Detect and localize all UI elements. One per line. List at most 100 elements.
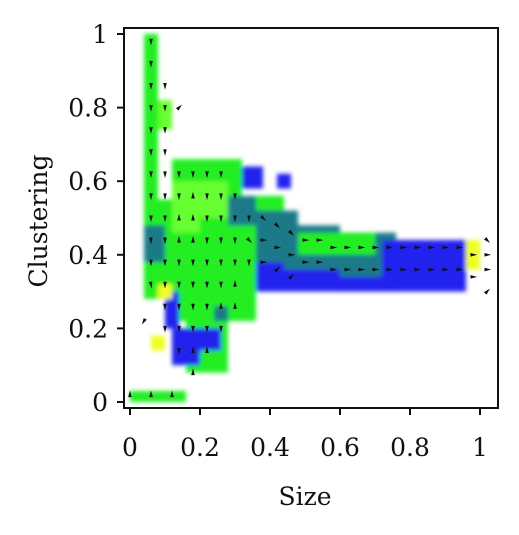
quiver-arrow xyxy=(344,245,352,250)
quiver-arrow xyxy=(191,171,195,179)
heat-cell-green xyxy=(144,34,158,200)
quiver-arrow xyxy=(163,149,167,156)
quiver-arrow xyxy=(191,368,195,376)
quiver-arrow xyxy=(233,259,237,267)
quiver-arrow xyxy=(288,253,296,257)
quiver-arrow xyxy=(163,83,167,90)
quiver-arrow xyxy=(191,281,195,289)
quiver-arrow xyxy=(219,281,223,289)
quiver-arrow xyxy=(191,259,195,267)
x-tick-label: 0.4 xyxy=(250,433,290,462)
quiver-arrow xyxy=(205,215,209,223)
x-axis-title: Size xyxy=(278,482,331,511)
quiver-arrow xyxy=(205,325,209,333)
quiver-arrow xyxy=(205,171,209,179)
quiver-arrow xyxy=(245,237,252,244)
heat-cell-green xyxy=(340,232,375,255)
heat-cell-blue xyxy=(200,328,221,351)
heat-cell-teal xyxy=(214,306,228,322)
quiver-arrow xyxy=(175,104,182,111)
quiver-arrow xyxy=(316,260,324,264)
quiver-arrow xyxy=(177,347,181,355)
x-tick-label: 1 xyxy=(472,433,488,462)
quiver-arrow xyxy=(400,267,408,272)
quiver-arrow xyxy=(386,245,394,250)
quiver-arrow xyxy=(163,215,167,223)
quiver-arrow xyxy=(163,281,167,289)
quiver-arrow xyxy=(149,193,153,201)
quiver-arrow xyxy=(470,275,478,279)
heat-cell-blue xyxy=(277,173,291,189)
quiver-arrow xyxy=(205,237,209,245)
quiver-arrow xyxy=(219,215,223,223)
quiver-arrow xyxy=(247,259,251,267)
quiver-arrow xyxy=(149,105,153,112)
quiver-arrow xyxy=(205,303,209,311)
quiver-arrow xyxy=(205,346,209,353)
quiver-arrow xyxy=(177,171,181,179)
quiver-arrow xyxy=(163,127,167,134)
quiver-arrow xyxy=(233,193,237,201)
quiver-arrow xyxy=(456,267,464,272)
heat-cell-blue xyxy=(256,262,284,292)
heat-cell-blue xyxy=(340,276,382,292)
quiver-arrow xyxy=(358,267,366,272)
quiver-arrow xyxy=(233,280,237,287)
y-axis-title: Clustering xyxy=(24,155,53,288)
heat-cell-lime xyxy=(172,181,200,233)
quiver-arrow xyxy=(428,245,436,250)
quiver-arrow xyxy=(149,60,153,68)
heat-cell-green xyxy=(298,232,340,255)
x-tick-label: 0 xyxy=(122,433,138,462)
quiver-arrow xyxy=(149,390,153,398)
quiver-arrow xyxy=(442,245,450,250)
quiver-arrow xyxy=(191,303,195,311)
quiver-arrow xyxy=(219,325,223,333)
y-tick-label: 1 xyxy=(92,20,108,49)
quiver-arrow xyxy=(177,235,181,243)
x-tick-label: 0.8 xyxy=(390,433,430,462)
quiver-arrow xyxy=(358,245,366,250)
quiver-arrow xyxy=(219,259,223,267)
heat-cell-blue xyxy=(242,166,263,189)
quiver-arrow xyxy=(414,267,422,272)
quiver-arrow xyxy=(470,253,478,257)
quiver-arrow xyxy=(163,259,167,267)
heat-cell-blue xyxy=(165,291,179,329)
quiver-arrow xyxy=(259,214,266,221)
quiver-arrow xyxy=(287,229,294,236)
x-tick-label: 0.6 xyxy=(320,433,360,462)
x-tick-label: 0.2 xyxy=(180,433,220,462)
heat-cell-blue xyxy=(172,328,200,366)
quiver-arrow xyxy=(149,171,153,179)
heat-cell-lime xyxy=(200,181,228,218)
quiver-arrow xyxy=(191,346,195,353)
quiver-arrow xyxy=(191,213,195,221)
quiver-arrow xyxy=(163,193,167,201)
quiver-arrow xyxy=(149,149,153,156)
quiver-arrow xyxy=(442,267,450,272)
quiver-arrow xyxy=(149,259,153,267)
heat-cell-yellow xyxy=(158,284,172,299)
quiver-arrow xyxy=(219,237,223,245)
quiver-arrow xyxy=(170,390,174,398)
quiver-arrow xyxy=(177,303,181,311)
quiver-arrow xyxy=(386,267,394,272)
quiver-arrow xyxy=(149,237,153,245)
quiver-arrow xyxy=(177,281,181,289)
quiver-arrow xyxy=(330,245,338,250)
heat-cell-teal xyxy=(144,225,165,263)
quiver-arrow xyxy=(484,253,492,257)
plot-frame xyxy=(123,27,499,409)
quiver-arrow xyxy=(484,267,492,272)
quiver-arrow xyxy=(219,171,223,179)
quiver-arrow xyxy=(149,38,153,46)
quiver-arrow xyxy=(330,267,338,272)
quiver-arrow xyxy=(191,191,195,199)
y-tick-label: 0.2 xyxy=(68,314,108,343)
quiver-arrow xyxy=(260,238,268,242)
y-tick-label: 0.6 xyxy=(68,167,108,196)
quiver-arrow xyxy=(205,281,209,289)
quiver-arrow xyxy=(372,267,380,272)
